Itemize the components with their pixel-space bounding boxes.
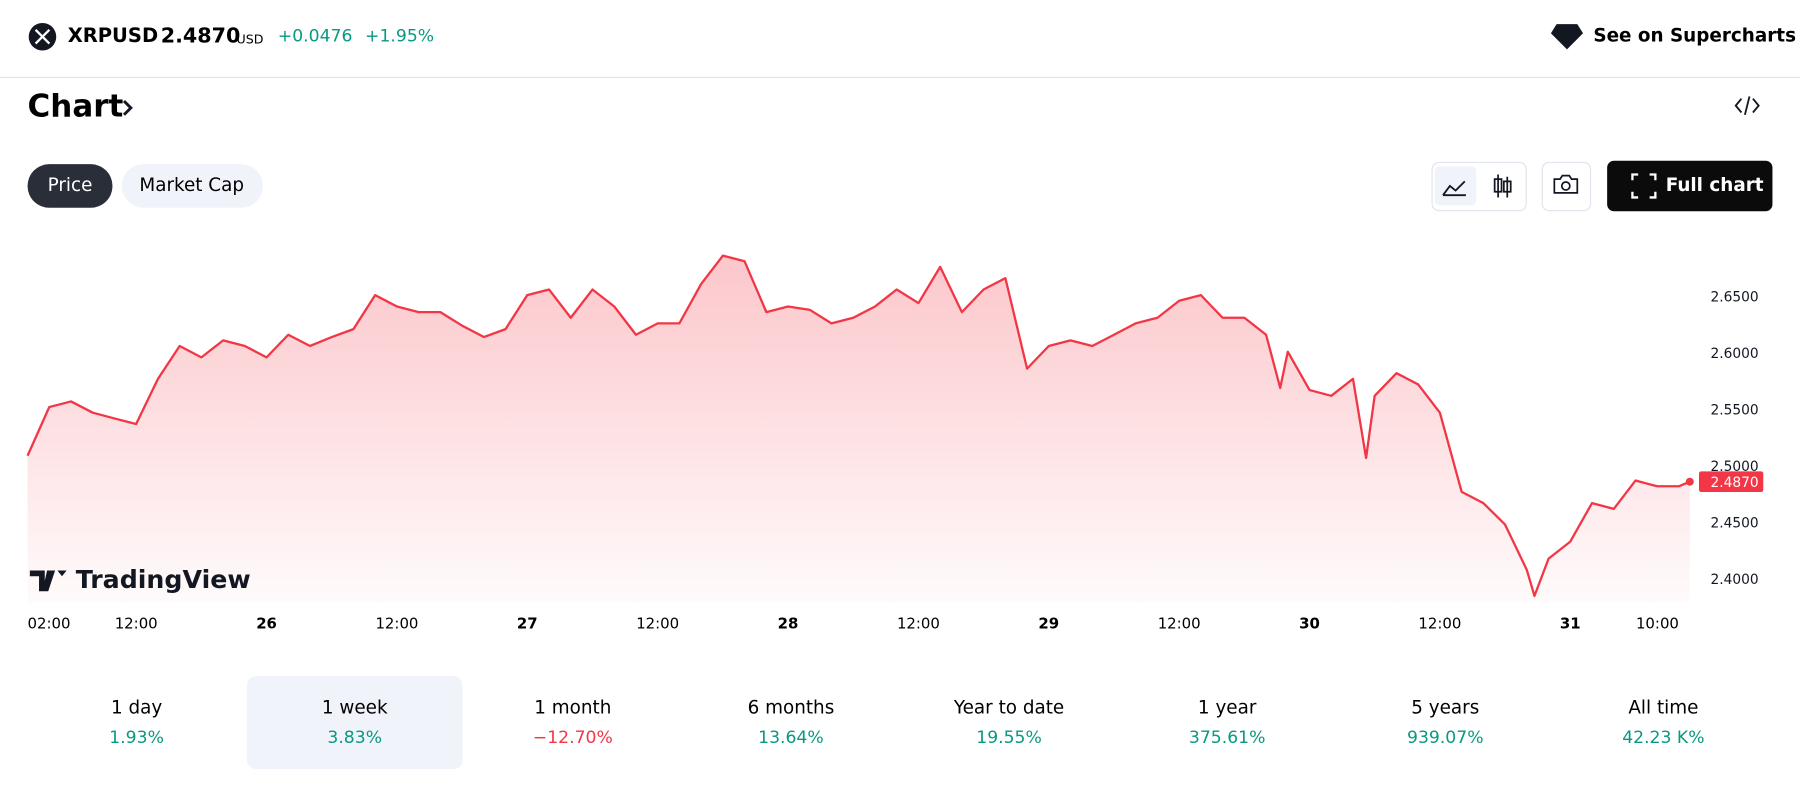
full-chart-button[interactable] bbox=[1607, 160, 1773, 212]
period-label[interactable]: 1 day bbox=[111, 697, 162, 718]
candle-icon[interactable] bbox=[1493, 174, 1512, 198]
embed-icon[interactable] bbox=[1734, 96, 1760, 116]
change: +0.0476 bbox=[278, 27, 353, 47]
last-price-badge bbox=[1698, 471, 1764, 493]
period-value[interactable]: 13.64% bbox=[758, 728, 824, 748]
y-tick-label: 2.6000 bbox=[1710, 346, 1758, 362]
tab[interactable] bbox=[121, 164, 263, 208]
period-value[interactable]: 3.83% bbox=[327, 728, 382, 748]
x-tick-label: 12:00 bbox=[636, 614, 679, 632]
y-tick-label: 2.4000 bbox=[1710, 572, 1758, 588]
x-tick-label: 26 bbox=[256, 614, 277, 632]
price: 2.4870 bbox=[161, 24, 241, 48]
period-value[interactable]: 375.61% bbox=[1189, 728, 1266, 748]
section-title[interactable]: Chart bbox=[28, 88, 124, 124]
period-label[interactable]: 1 month bbox=[534, 697, 611, 718]
period-label[interactable]: 6 months bbox=[748, 697, 835, 718]
full-chart-label[interactable]: Full chart bbox=[1666, 175, 1764, 196]
y-tick-label: 2.5500 bbox=[1710, 402, 1758, 418]
x-tick-label: 10:00 bbox=[1636, 614, 1679, 632]
last-price-label: 2.4870 bbox=[1710, 475, 1758, 491]
period-value[interactable]: −12.70% bbox=[533, 728, 613, 748]
x-tick-label: 12:00 bbox=[115, 614, 158, 632]
supercharts-icon[interactable] bbox=[1550, 24, 1584, 50]
change-pct: +1.95% bbox=[365, 27, 434, 47]
price-line bbox=[26, 254, 1691, 598]
period-label[interactable]: 1 year bbox=[1198, 697, 1257, 718]
area bbox=[27, 255, 1690, 603]
camera-lens bbox=[1560, 181, 1571, 191]
logo-mark bbox=[34, 29, 51, 45]
period-value[interactable]: 42.23 K% bbox=[1622, 728, 1704, 748]
last-point bbox=[1685, 477, 1694, 486]
period-value[interactable]: 939.07% bbox=[1407, 728, 1484, 748]
area-style-button[interactable] bbox=[1434, 166, 1477, 206]
x-tick-label: 29 bbox=[1038, 614, 1059, 632]
plot: 2.4000 2.4500 2.5000 2.5500 2.6000 2.6500 2.48… bbox=[26, 254, 1764, 632]
tab-label[interactable]: Price bbox=[48, 175, 93, 196]
y-tick-label: 2.4500 bbox=[1710, 516, 1758, 532]
y-tick-label: 2.5000 bbox=[1710, 459, 1758, 475]
x-tick-label: 12:00 bbox=[375, 614, 418, 632]
x-tick-label: 28 bbox=[778, 614, 799, 632]
period-label[interactable]: All time bbox=[1628, 697, 1698, 718]
period-label[interactable]: 5 years bbox=[1411, 697, 1479, 718]
watermark-logo bbox=[29, 570, 67, 592]
fullscreen-icon bbox=[1631, 173, 1657, 199]
x-tick-label: 12:00 bbox=[1418, 614, 1461, 632]
x-tick-label: 31 bbox=[1560, 614, 1581, 632]
periods: 1 day 1.93% 1 week 3.83% 1 month −12.70% 6 mon… bbox=[109, 676, 1705, 770]
x-tick-label: 12:00 bbox=[897, 614, 940, 632]
supercharts-link[interactable]: See on Supercharts bbox=[1593, 26, 1796, 47]
camera-icon bbox=[1553, 174, 1579, 194]
x-tick-label: 27 bbox=[517, 614, 538, 632]
period-label[interactable]: 1 week bbox=[322, 697, 388, 718]
snapshot-button[interactable] bbox=[1541, 161, 1592, 212]
tab-label[interactable]: Market Cap bbox=[139, 175, 244, 196]
period-selected bbox=[246, 676, 463, 770]
x-tick-label: 02:00 bbox=[28, 614, 71, 632]
period-value[interactable]: 1.93% bbox=[109, 728, 164, 748]
x-tick-label: 30 bbox=[1299, 614, 1320, 632]
y-tick-label: 2.6500 bbox=[1710, 289, 1758, 305]
period-label[interactable]: Year to date bbox=[953, 697, 1064, 718]
area-icon bbox=[1442, 180, 1466, 197]
period-value[interactable]: 19.55% bbox=[976, 728, 1042, 748]
x-tick-label: 12:00 bbox=[1158, 614, 1201, 632]
symbol[interactable]: XRPUSD bbox=[68, 24, 158, 47]
chevron bbox=[122, 100, 133, 116]
tab-active[interactable] bbox=[27, 164, 113, 208]
currency: USD bbox=[236, 32, 263, 47]
watermark: TradingView bbox=[76, 565, 251, 594]
